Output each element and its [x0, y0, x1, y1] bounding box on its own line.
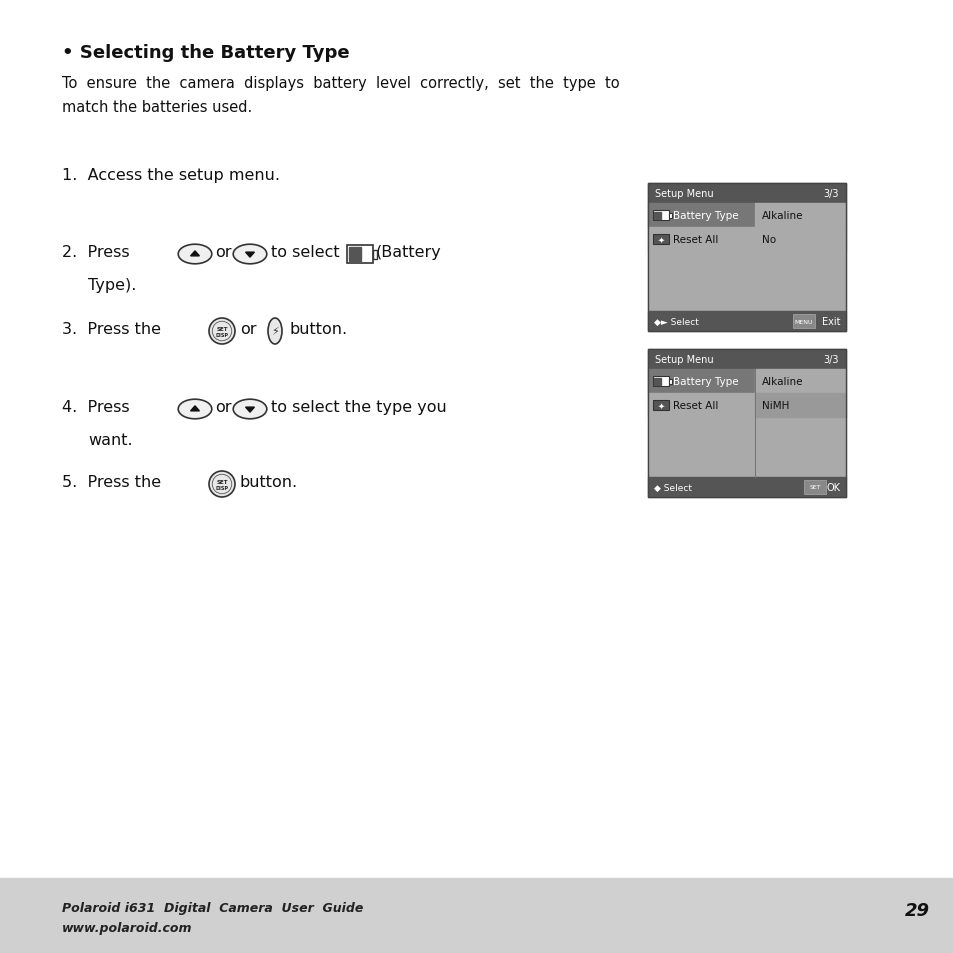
Text: No: No [761, 234, 775, 245]
Text: NiMH: NiMH [761, 400, 788, 411]
Bar [647, 477, 845, 497]
Bar [647, 312, 845, 332]
Text: Exit: Exit [821, 316, 841, 327]
Bar [647, 350, 845, 370]
Bar [647, 184, 845, 204]
Bar [347, 246, 373, 264]
Circle shape [209, 472, 234, 497]
Bar [652, 400, 668, 411]
Text: 1.  Access the setup menu.: 1. Access the setup menu. [62, 168, 280, 183]
Text: ⚡: ⚡ [271, 327, 278, 336]
Text: MENU: MENU [794, 319, 812, 324]
Text: Alkaline: Alkaline [761, 211, 802, 221]
Text: 3/3: 3/3 [822, 189, 838, 199]
Circle shape [212, 475, 232, 495]
Text: SET: SET [216, 479, 228, 484]
Ellipse shape [233, 245, 267, 265]
Bar [668, 213, 671, 218]
Bar [0, 878, 953, 953]
Ellipse shape [268, 318, 282, 345]
Bar [647, 370, 754, 394]
Text: match the batteries used.: match the batteries used. [62, 100, 252, 115]
Text: ✦: ✦ [657, 235, 664, 244]
Polygon shape [245, 408, 254, 413]
Text: SET: SET [216, 327, 228, 332]
Bar [647, 228, 754, 252]
Text: Type).: Type). [88, 277, 136, 293]
Text: ✦: ✦ [657, 401, 664, 410]
Text: 4.  Press: 4. Press [62, 399, 130, 415]
Text: Alkaline: Alkaline [761, 376, 802, 387]
Text: SET: SET [808, 485, 820, 490]
Text: 3.  Press the: 3. Press the [62, 322, 161, 336]
Bar [647, 394, 754, 417]
Text: Battery Type: Battery Type [672, 211, 738, 221]
Polygon shape [191, 252, 199, 256]
Polygon shape [245, 253, 254, 258]
Bar [652, 211, 668, 221]
Polygon shape [191, 406, 199, 412]
Text: button.: button. [240, 475, 297, 490]
Text: want.: want. [88, 433, 132, 448]
Bar [754, 204, 845, 228]
Text: 5.  Press the: 5. Press the [62, 475, 161, 490]
Text: Reset All: Reset All [672, 400, 718, 411]
Bar [647, 184, 845, 332]
Bar [373, 251, 376, 259]
Ellipse shape [233, 399, 267, 419]
Text: or: or [214, 245, 232, 260]
Text: Battery Type: Battery Type [672, 376, 738, 387]
Text: 2.  Press: 2. Press [62, 245, 130, 260]
Text: OK: OK [826, 482, 841, 493]
Circle shape [212, 322, 232, 341]
Text: Setup Menu: Setup Menu [655, 355, 713, 365]
Text: 29: 29 [904, 901, 929, 919]
Bar [647, 204, 845, 312]
Ellipse shape [178, 245, 212, 265]
Text: (Battery: (Battery [375, 245, 441, 260]
Text: DISP: DISP [215, 333, 229, 337]
Text: ◆ Select: ◆ Select [654, 483, 691, 492]
Bar [754, 228, 845, 252]
Bar [349, 248, 361, 262]
Text: or: or [240, 322, 256, 336]
Text: www.polaroid.com: www.polaroid.com [62, 921, 193, 934]
Bar [652, 376, 668, 387]
Bar [803, 480, 825, 495]
Text: Polaroid i631  Digital  Camera  User  Guide: Polaroid i631 Digital Camera User Guide [62, 901, 363, 914]
Bar [652, 234, 668, 245]
Bar [654, 213, 660, 219]
Text: To  ensure  the  camera  displays  battery  level  correctly,  set  the  type  t: To ensure the camera displays battery le… [62, 76, 619, 91]
Text: Setup Menu: Setup Menu [655, 189, 713, 199]
Circle shape [209, 318, 234, 345]
Bar [668, 379, 671, 384]
Text: Reset All: Reset All [672, 234, 718, 245]
Text: DISP: DISP [215, 485, 229, 491]
Text: • Selecting the Battery Type: • Selecting the Battery Type [62, 44, 349, 62]
Bar [792, 314, 814, 329]
Bar [647, 370, 845, 477]
Text: ◆► Select: ◆► Select [654, 317, 699, 326]
Text: 3/3: 3/3 [822, 355, 838, 365]
Text: to select the type you: to select the type you [271, 399, 446, 415]
Bar [754, 370, 845, 394]
Text: or: or [214, 399, 232, 415]
Text: button.: button. [290, 322, 348, 336]
Bar [647, 204, 754, 228]
Ellipse shape [178, 399, 212, 419]
Bar [654, 378, 660, 385]
Bar [647, 350, 845, 497]
Bar [754, 394, 845, 417]
Text: to select: to select [271, 245, 339, 260]
